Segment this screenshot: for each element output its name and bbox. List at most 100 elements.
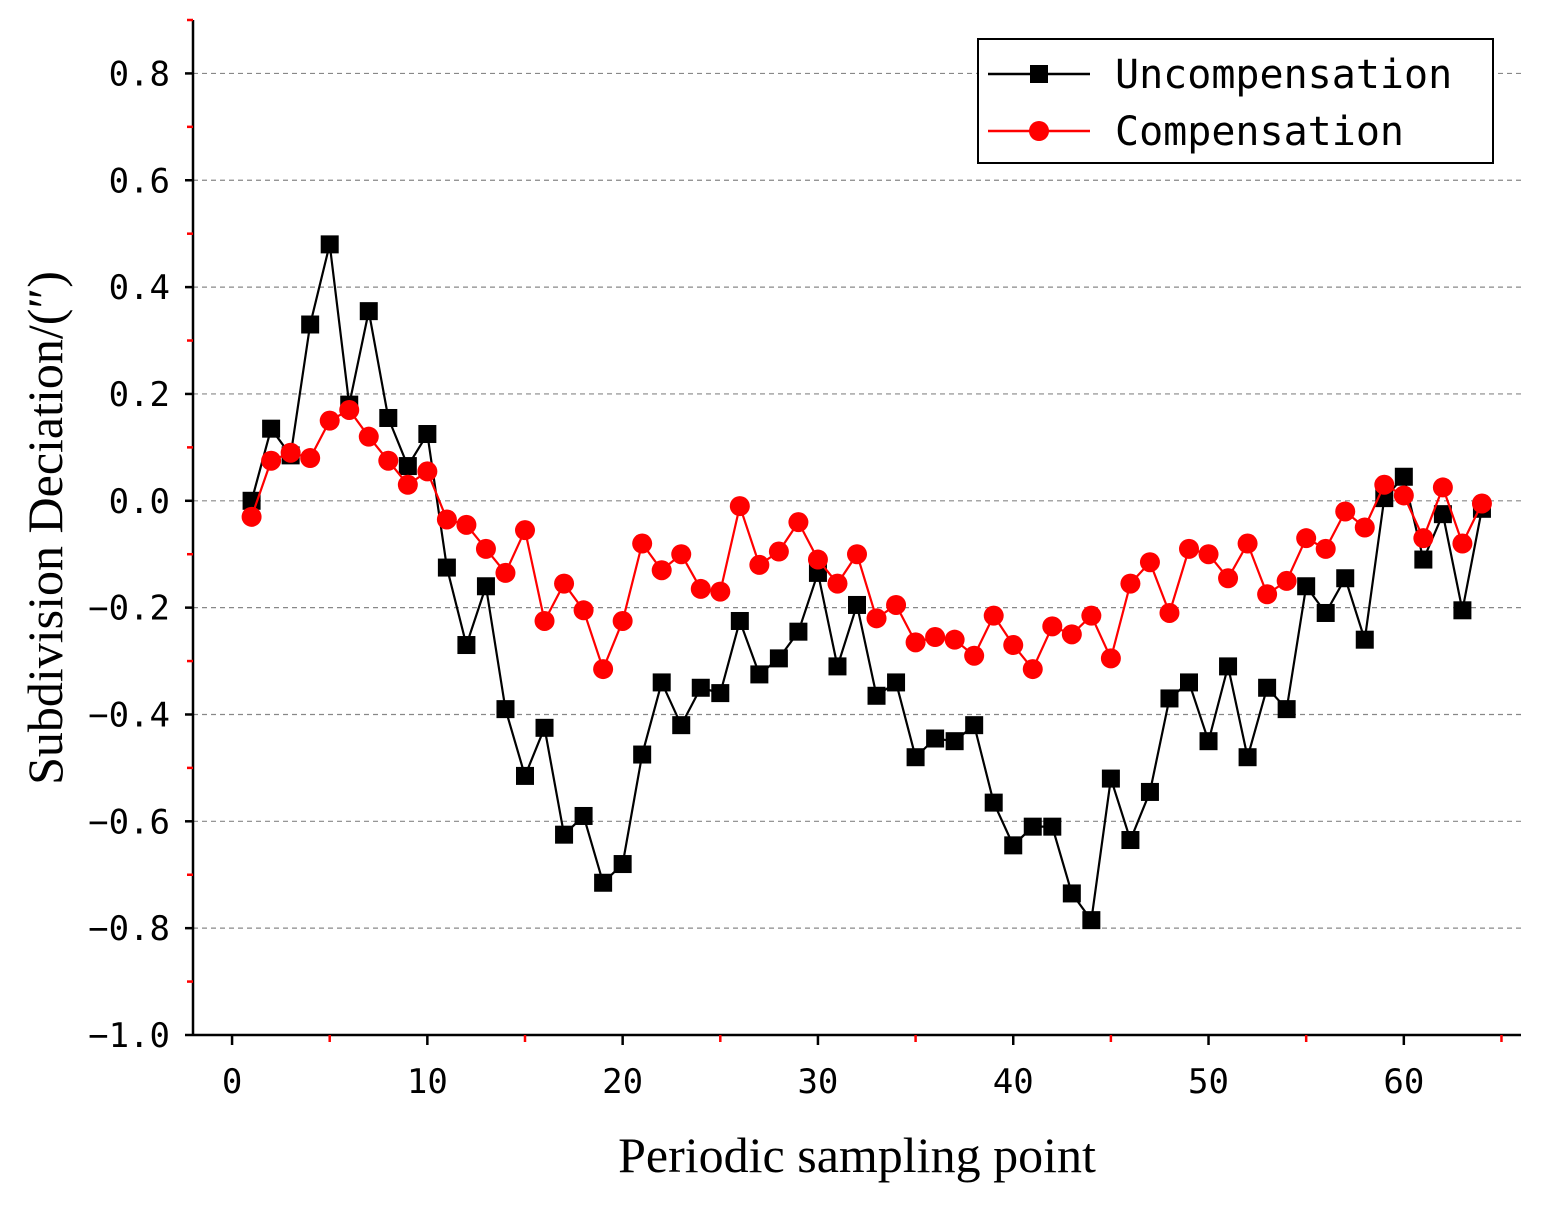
data-point-compensation (866, 608, 887, 629)
data-point-compensation (729, 496, 750, 517)
y-tick-label: −0.4 (88, 695, 170, 735)
data-point-uncompensation (1414, 550, 1433, 569)
data-point-compensation (358, 426, 379, 447)
data-point-uncompensation (730, 611, 749, 630)
data-point-compensation (788, 512, 809, 533)
data-point-compensation (1393, 485, 1414, 506)
data-point-compensation (515, 520, 535, 541)
y-tick-label: 0.2 (109, 375, 170, 415)
series-line-uncompensation (250, 244, 1484, 923)
data-point-compensation (1218, 568, 1239, 589)
gridlines (193, 72, 1521, 929)
data-point-compensation (261, 450, 282, 471)
data-point-uncompensation (926, 729, 945, 748)
data-point-uncompensation (535, 718, 554, 737)
data-point-uncompensation (691, 678, 710, 697)
data-point-uncompensation (359, 302, 378, 321)
legend-marker-compensation (1029, 121, 1049, 141)
data-point-compensation (1120, 573, 1141, 594)
data-point-compensation (1296, 528, 1317, 549)
data-point-uncompensation (1199, 732, 1218, 751)
data-point-uncompensation (1160, 689, 1179, 708)
data-point-compensation (944, 629, 965, 650)
data-point-compensation (1335, 501, 1356, 522)
x-tick-label: 50 (1188, 1062, 1229, 1102)
data-point-uncompensation (379, 408, 398, 427)
series-uncompensation (242, 235, 1491, 930)
x-tick-label: 0 (222, 1062, 242, 1102)
data-point-uncompensation (1082, 911, 1101, 930)
y-tick-label: −0.8 (88, 909, 170, 949)
data-point-compensation (475, 538, 496, 559)
data-point-compensation (1100, 648, 1121, 669)
data-point-uncompensation (1023, 817, 1042, 836)
ticks: 0.8 0.6 0.4 0.2 0.0 −0.2 −0.4 −0.6 −0.8 −1.0 0 10 20… (88, 18, 1503, 1102)
y-axis-title: Subdivision Deciation/(″) (17, 271, 73, 785)
data-point-compensation (710, 581, 731, 602)
data-point-uncompensation (887, 673, 906, 692)
data-point-compensation (1413, 528, 1434, 549)
series-compensation (241, 399, 1492, 680)
data-point-uncompensation (418, 425, 437, 444)
data-point-compensation (1432, 477, 1453, 498)
data-point-compensation (1452, 533, 1473, 554)
data-point-compensation (1276, 570, 1297, 591)
data-point-uncompensation (1004, 836, 1023, 855)
x-tick-label: 30 (797, 1062, 838, 1102)
data-point-compensation (1374, 474, 1395, 495)
data-point-uncompensation (594, 873, 613, 892)
data-point-compensation (847, 544, 867, 565)
data-point-uncompensation (906, 748, 925, 767)
data-point-compensation (280, 442, 301, 463)
data-point-uncompensation (1180, 673, 1198, 692)
data-point-compensation (1042, 616, 1063, 637)
legend-box (977, 38, 1494, 164)
data-point-uncompensation (301, 315, 320, 334)
data-point-uncompensation (769, 649, 788, 668)
x-tick-label: 10 (407, 1062, 448, 1102)
data-point-compensation (925, 627, 946, 648)
data-point-compensation (827, 573, 848, 594)
y-tick-label: 0.0 (109, 482, 170, 522)
data-point-uncompensation (1433, 505, 1452, 524)
data-point-uncompensation (633, 745, 652, 764)
data-point-uncompensation (1062, 884, 1081, 903)
data-point-uncompensation (1336, 569, 1355, 588)
data-point-uncompensation (1258, 678, 1277, 697)
data-point-uncompensation (437, 558, 456, 577)
x-tick-label: 20 (602, 1062, 643, 1102)
data-point-compensation (671, 544, 692, 565)
y-tick-label: 0.8 (109, 54, 170, 94)
data-point-compensation (1257, 584, 1278, 605)
x-tick-label: 40 (993, 1062, 1034, 1102)
data-point-uncompensation (965, 716, 984, 735)
data-point-compensation (1139, 552, 1160, 573)
y-tick-label: −1.0 (88, 1016, 170, 1056)
y-tick-label: −0.2 (88, 589, 170, 629)
data-point-compensation (690, 578, 711, 599)
data-point-compensation (1237, 533, 1258, 554)
data-point-compensation (1179, 538, 1199, 559)
data-point-uncompensation (867, 686, 886, 705)
data-point-compensation (534, 610, 555, 631)
x-tick-label: 60 (1383, 1062, 1424, 1102)
data-point-uncompensation (848, 595, 866, 614)
data-point-compensation (1354, 517, 1375, 538)
data-point-uncompensation (1277, 700, 1296, 719)
data-point-compensation (612, 610, 633, 631)
data-point-uncompensation (1238, 748, 1257, 767)
data-point-uncompensation (1394, 467, 1413, 486)
data-point-uncompensation (1297, 577, 1316, 596)
data-point-uncompensation (652, 673, 671, 692)
data-point-uncompensation (476, 577, 495, 596)
data-point-compensation (495, 562, 516, 583)
legend-label-uncompensation: Uncompensation (1115, 52, 1452, 98)
data-point-compensation (417, 461, 438, 482)
data-point-compensation (397, 474, 418, 495)
y-tick-label: 0.4 (109, 268, 170, 308)
data-point-uncompensation (672, 716, 691, 735)
data-point-compensation (905, 632, 926, 653)
data-point-uncompensation (516, 766, 534, 785)
data-point-compensation (1315, 538, 1336, 559)
data-point-compensation (339, 399, 360, 420)
